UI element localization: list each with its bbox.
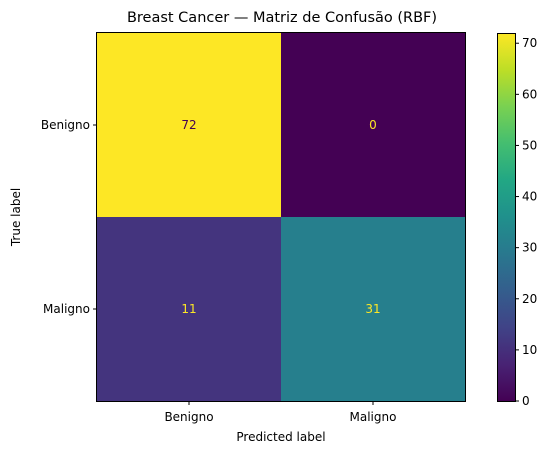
- x-axis-ticks: Benigno Maligno: [164, 401, 396, 424]
- cell-value-labels: 72 0 11 31: [181, 118, 380, 316]
- cell-value-label: 0: [369, 118, 377, 132]
- colorbar-tick-label: 10: [522, 343, 537, 357]
- y-axis-ticks: Benigno Maligno: [41, 118, 97, 316]
- heatmap-cell: [97, 33, 281, 217]
- cell-value-label: 31: [365, 302, 380, 316]
- chart-title: Breast Cancer — Matriz de Confusão (RBF): [127, 10, 437, 26]
- colorbar-tick-label: 40: [522, 190, 537, 204]
- cell-value-label: 72: [181, 118, 196, 132]
- heatmap-cells: [97, 33, 465, 401]
- colorbar-tick-label: 20: [522, 292, 537, 306]
- y-axis-label: True label: [9, 188, 23, 247]
- x-tick-label: Benigno: [164, 410, 213, 424]
- x-tick-label: Maligno: [350, 410, 397, 424]
- heatmap-cell: [281, 217, 465, 401]
- colorbar-frame: [497, 33, 516, 402]
- colorbar-tick-label: 50: [522, 138, 537, 152]
- colorbar-tick-label: 0: [522, 394, 530, 408]
- colorbar-tick-label: 30: [522, 241, 537, 255]
- cell-value-label: 11: [181, 302, 196, 316]
- x-axis-label: Predicted label: [236, 430, 325, 444]
- colorbar: [497, 33, 515, 401]
- colorbar-ticks: 0 10 20 30 40 50 60 70: [515, 36, 537, 408]
- y-tick-label: Maligno: [43, 302, 90, 316]
- heatmap-cell: [97, 217, 281, 401]
- colorbar-tick-label: 70: [522, 36, 537, 50]
- plot-frame: [96, 32, 466, 402]
- heatmap-cell: [281, 33, 465, 217]
- y-tick-label: Benigno: [41, 118, 90, 132]
- colorbar-tick-label: 60: [522, 87, 537, 101]
